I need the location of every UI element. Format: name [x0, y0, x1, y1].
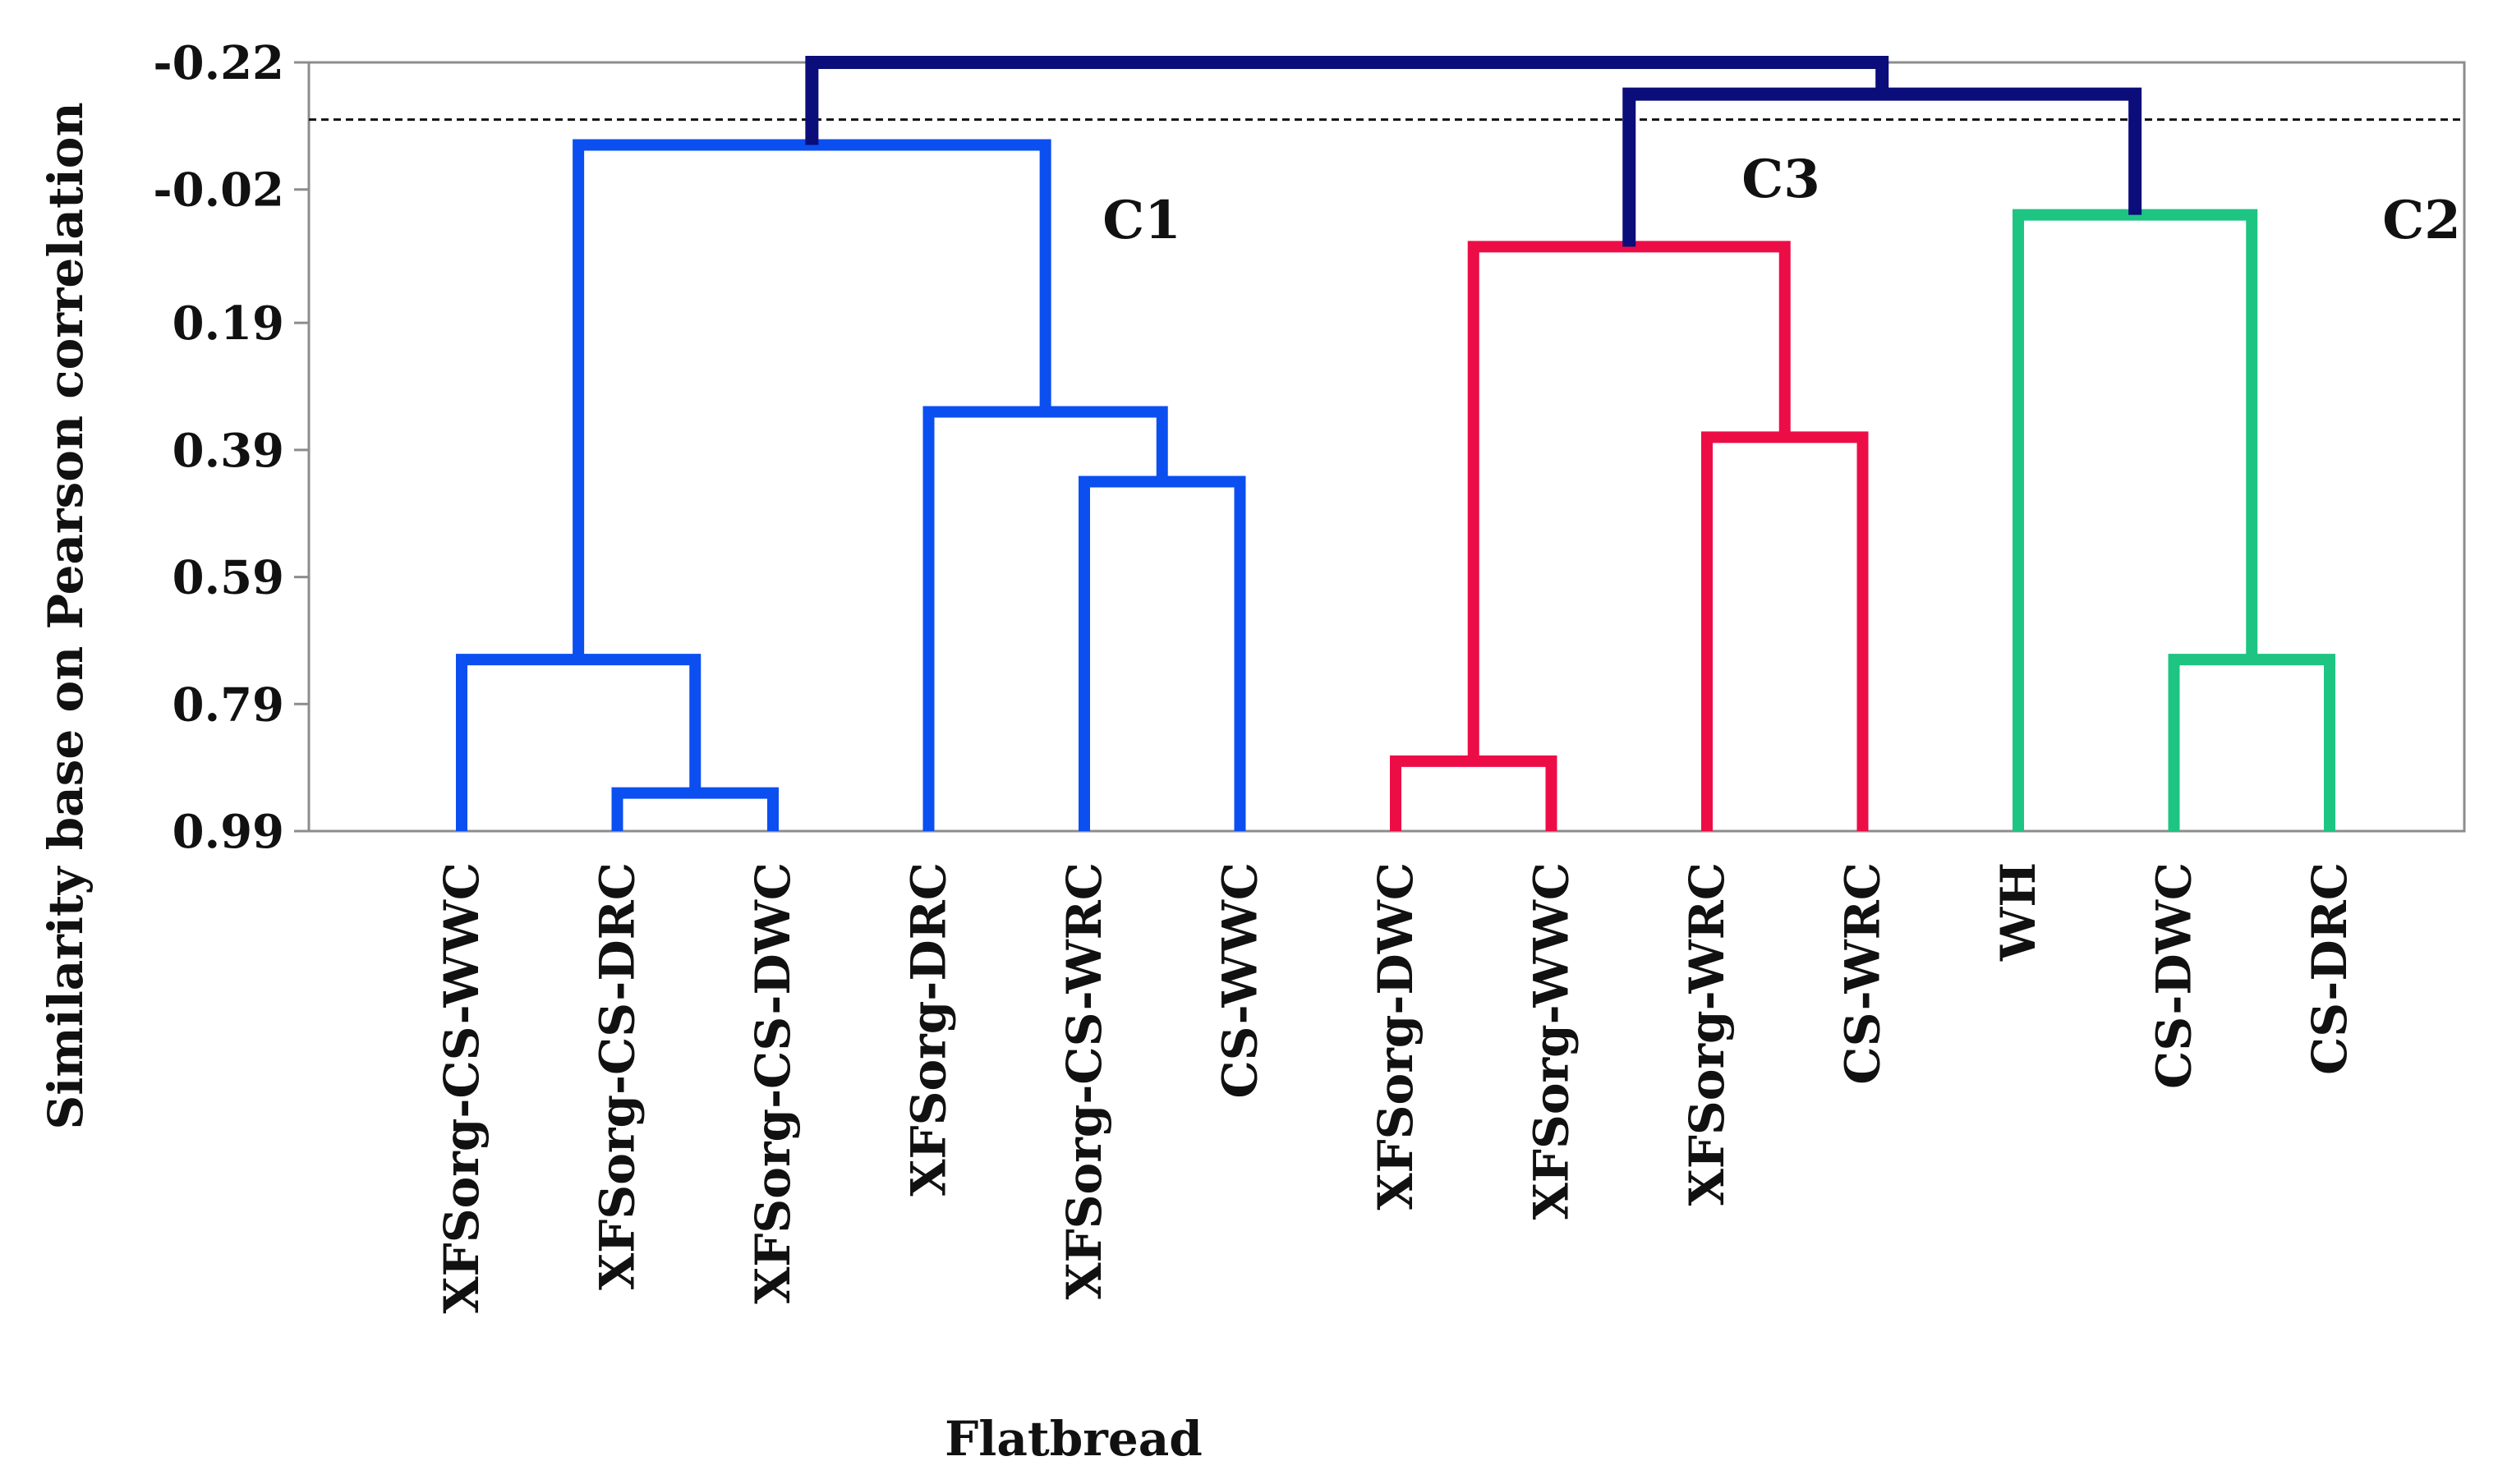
- cluster-label-c3: C3: [1741, 149, 1819, 210]
- y-tick-label: 0.59: [173, 551, 284, 605]
- leaf-label: CS-DWC: [2146, 862, 2202, 1089]
- y-tick-label: 0.39: [173, 424, 284, 478]
- leaf-label: XFSorg-WRC: [1679, 862, 1735, 1206]
- leaf-label: XFSorg-CS-WWC: [434, 862, 490, 1313]
- leaf-label: XFSorg-DWC: [1368, 862, 1424, 1211]
- y-tick-label: -0.02: [153, 163, 284, 218]
- leaf-label: WH: [1990, 862, 2046, 962]
- dendrogram-link-m5: [573, 139, 1051, 660]
- dendrogram-link-m4: [922, 406, 1168, 831]
- x-axis-title: Flatbread: [945, 1411, 1203, 1467]
- y-tick-label: 0.79: [173, 678, 284, 732]
- dendrogram-link-m7: [1701, 431, 1869, 831]
- leaf-label: CS-WWC: [1212, 862, 1268, 1099]
- dendrogram-link-m2: [456, 654, 702, 831]
- cluster-label-c1: C1: [1102, 190, 1180, 251]
- dendrogram-tree: [456, 56, 2335, 831]
- dendrogram-link-m8: [1467, 241, 1791, 761]
- y-tick-label: 0.19: [173, 296, 284, 351]
- dendrogram-link-m1: [611, 787, 779, 831]
- cluster-label-c2: C2: [2382, 190, 2460, 251]
- dendrogram-link-m6: [1390, 755, 1557, 831]
- y-axis-title: Similarity base on Pearson correlation: [38, 102, 94, 1129]
- labels: -0.22 -0.02 0.19 0.39 0.59 0.79 0.99 XFSorg-CS-…: [153, 36, 2460, 1313]
- dendrogram-link-m11: [1622, 87, 2142, 247]
- leaf-label: XFSorg-WWC: [1524, 862, 1580, 1220]
- dendrogram-link-m3: [1079, 476, 1246, 831]
- dendrogram-link-m10: [2013, 209, 2258, 831]
- leaf-label: XFSorg-DRC: [901, 862, 957, 1197]
- leaf-label: XFSorg-CS-DWC: [745, 862, 801, 1304]
- leaf-label: CS-WRC: [1835, 862, 1891, 1085]
- dendrogram-link-m12: [805, 56, 1889, 145]
- leaf-label: XFSorg-CS-WRC: [1056, 862, 1112, 1300]
- y-tick-label: -0.22: [153, 36, 284, 90]
- dendrogram-link-m9: [2168, 654, 2335, 831]
- leaf-label: XFSorg-CS-DRC: [590, 862, 646, 1290]
- leaf-label: CS-DRC: [2302, 862, 2358, 1075]
- y-tick-label: 0.99: [173, 805, 284, 859]
